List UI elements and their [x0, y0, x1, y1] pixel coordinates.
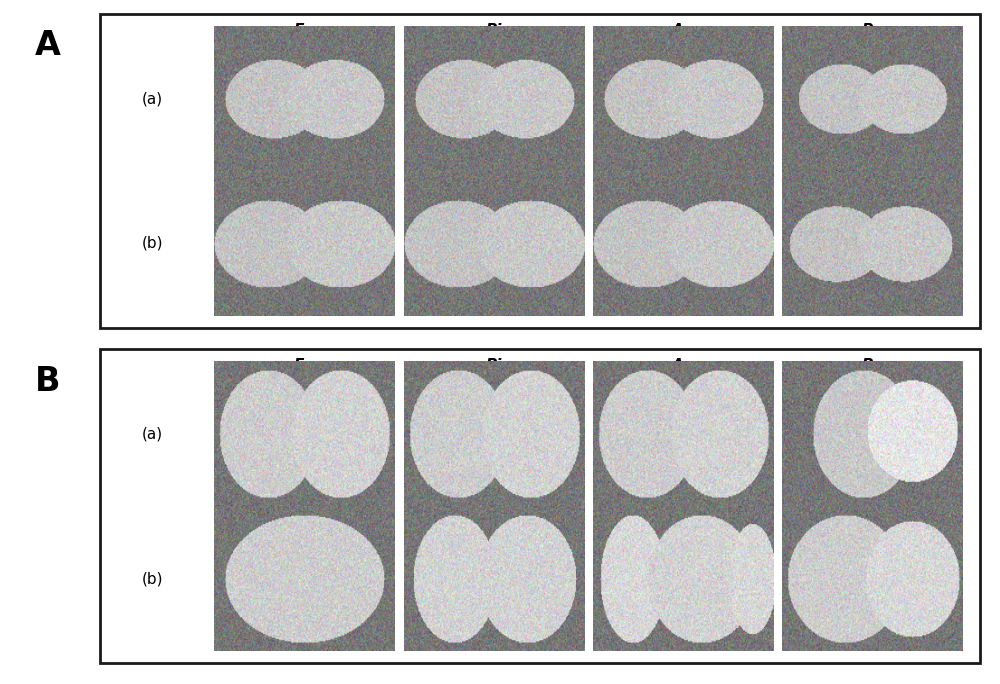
Text: Fn: Fn [294, 506, 315, 521]
Text: Pi: Pi [486, 358, 502, 373]
Text: (a): (a) [142, 426, 163, 441]
Text: Aa: Aa [672, 358, 694, 373]
Text: Pg: Pg [861, 506, 883, 521]
Text: Aa: Aa [672, 171, 694, 186]
Text: Aa: Aa [672, 506, 694, 521]
Text: Pg: Pg [861, 171, 883, 186]
Text: (a): (a) [142, 91, 163, 106]
Text: Fn: Fn [294, 23, 315, 38]
Text: Pi: Pi [486, 171, 502, 186]
Text: (b): (b) [142, 236, 164, 251]
Text: Fn: Fn [294, 358, 315, 373]
Text: Pg: Pg [861, 358, 883, 373]
Text: (b): (b) [142, 571, 164, 586]
Text: Fn: Fn [294, 171, 315, 186]
Text: Aa: Aa [672, 23, 694, 38]
Text: Pi: Pi [486, 23, 502, 38]
Text: B: B [35, 365, 60, 397]
Text: A: A [35, 29, 61, 62]
Text: Pi: Pi [486, 506, 502, 521]
Text: Pg: Pg [861, 23, 883, 38]
